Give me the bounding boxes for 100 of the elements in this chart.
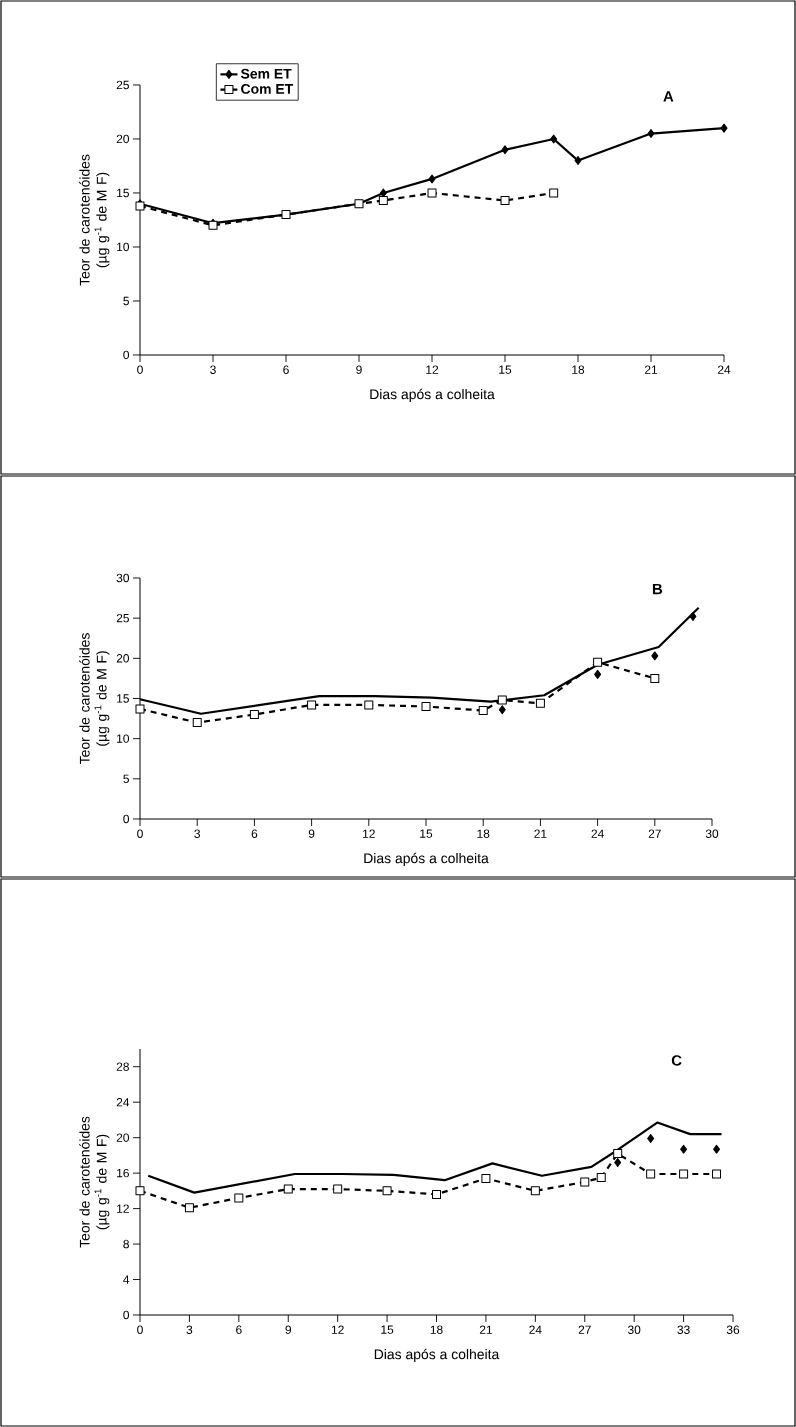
point [647,1134,655,1144]
chart-title: C [671,1055,682,1066]
point [549,188,559,198]
y-tick-label: 25 [116,80,129,90]
point [713,1144,721,1154]
point [679,1169,689,1179]
y-tick-label: 28 [116,1062,129,1071]
x-tick-label: 9 [285,1325,292,1334]
x-tick-label: 0 [137,365,143,374]
point [234,1193,244,1203]
y-tick-label: 0 [123,814,130,824]
y-tick-label: 24 [116,1098,130,1107]
x-axis-title: Dias após a colheita [364,852,489,866]
point [382,1186,392,1196]
y-tick-label: 5 [123,296,129,306]
legend-label: Com ET [241,83,294,94]
point [478,706,488,716]
x-tick-label: 12 [331,1325,344,1334]
point [689,612,697,622]
x-tick-label: 15 [499,365,512,374]
x-tick-label: 33 [677,1325,690,1334]
point [596,1173,606,1183]
point [428,174,436,184]
y-tick-label: 15 [117,694,129,703]
x-tick-label: 27 [578,1325,591,1334]
x-tick-label: 30 [627,1325,641,1334]
y-tick-label: 15 [117,188,129,198]
y-tick-label: 5 [123,774,129,783]
x-tick-label: 0 [137,829,143,838]
point [378,196,388,206]
y-tick-label: 20 [116,654,130,663]
y-tick-label: 12 [117,1204,129,1213]
point [614,1157,622,1167]
point [283,1184,293,1194]
point [647,129,655,139]
point [364,700,374,710]
point [593,657,603,667]
x-tick-label: 18 [477,829,490,838]
point [498,705,506,715]
point [184,1203,194,1213]
point [421,702,431,712]
x-tick-label: 6 [236,1325,242,1334]
x-tick-label: 0 [137,1325,143,1334]
y-tick-label: 30 [116,573,130,583]
chart-title: A [663,91,674,102]
point [307,700,317,710]
x-tick-label: 6 [283,365,289,374]
y-tick-label: 20 [116,134,130,144]
point [333,1184,343,1194]
x-tick-label: 15 [420,829,433,838]
x-tick-label: 36 [726,1325,740,1334]
x-tick-label: 15 [381,1325,394,1334]
y-tick-label: 16 [117,1168,129,1178]
x-tick-label: 21 [479,1325,492,1334]
point [497,695,507,705]
x-tick-label: 21 [534,829,547,838]
x-tick-label: 3 [186,1325,193,1334]
x-tick-label: 9 [308,829,315,838]
point [135,1186,145,1196]
x-tick-label: 18 [430,1325,443,1334]
chart-title: B [652,583,663,595]
x-tick-label: 21 [644,365,658,374]
point [192,718,202,728]
point [680,1144,688,1154]
x-tick-label: 12 [426,365,439,374]
x-tick-label: 9 [356,365,362,374]
y-tick-label: 25 [116,613,129,623]
x-tick-label: 24 [717,365,731,374]
point [720,123,728,133]
x-axis-title: Dias após a colheita [370,388,495,402]
x-tick-label: 3 [194,829,200,838]
point [651,651,659,661]
y-tick-label: 8 [123,1239,129,1249]
point [530,1186,540,1196]
x-tick-label: 12 [363,829,375,838]
x-axis-title: Dias após a colheita [374,1348,500,1362]
point [594,669,602,679]
y-tick-label: 10 [117,734,130,743]
point [135,704,145,714]
point [535,698,545,708]
point [249,710,259,720]
point [550,134,558,144]
x-tick-label: 24 [529,1325,542,1334]
legend-label: Sem ET [240,68,292,79]
x-tick-label: 6 [251,829,258,838]
x-tick-label: 30 [705,829,719,838]
point [481,1173,491,1183]
y-tick-label: 4 [123,1275,130,1284]
x-tick-label: 27 [648,829,661,838]
line-series [147,1121,723,1194]
point [427,188,437,198]
point [501,145,509,155]
y-tick-label: 0 [123,1310,130,1320]
x-tick-label: 18 [572,365,585,374]
point [574,156,582,166]
point [580,1177,590,1187]
y-tick-label: 0 [123,350,130,360]
x-tick-label: 3 [210,365,216,374]
point [613,1149,623,1159]
x-tick-label: 24 [591,829,604,838]
